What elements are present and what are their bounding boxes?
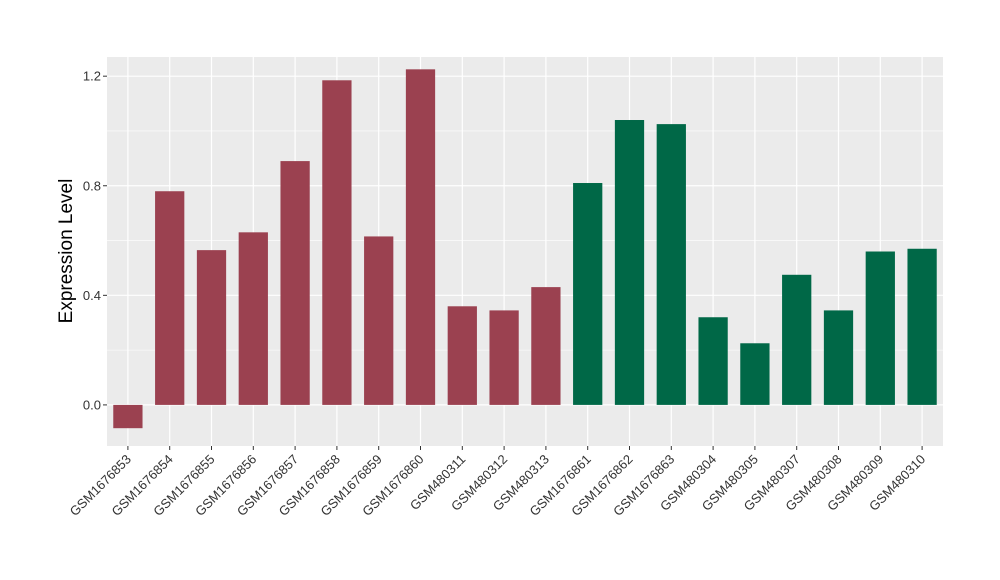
bar-GSM1676862 bbox=[614, 120, 645, 405]
bar-GSM1676860 bbox=[405, 69, 436, 405]
plot-panel bbox=[107, 57, 943, 446]
bar-GSM480313 bbox=[531, 287, 561, 405]
bars bbox=[113, 69, 937, 429]
bar-GSM1676854 bbox=[155, 191, 185, 405]
bar-GSM480307 bbox=[782, 274, 812, 405]
bar-GSM1676856 bbox=[238, 232, 268, 405]
y-tick-label: 0.8 bbox=[83, 178, 101, 193]
bar-GSM1676857 bbox=[280, 161, 310, 405]
bar-GSM480311 bbox=[447, 306, 477, 405]
y-axis-title: Expression Level bbox=[56, 179, 77, 324]
bar-GSM480304 bbox=[698, 317, 728, 405]
bar-GSM480310 bbox=[907, 248, 937, 405]
y-axis: 0.0 0.4 0.8 1.2 bbox=[83, 69, 107, 412]
bar-GSM1676863 bbox=[656, 124, 686, 405]
bar-GSM1676855 bbox=[196, 250, 227, 405]
bar-GSM480312 bbox=[489, 310, 519, 405]
bar-GSM480308 bbox=[823, 310, 854, 405]
y-tick-label: 0.0 bbox=[83, 397, 101, 412]
y-tick-label: 1.2 bbox=[83, 69, 101, 84]
bar-GSM1676859 bbox=[364, 236, 394, 405]
x-axis: GSM1676853GSM1676854GSM1676855GSM1676856… bbox=[67, 446, 928, 519]
bar-GSM1676858 bbox=[322, 80, 352, 405]
bar-GSM1676861 bbox=[573, 183, 603, 405]
bar-GSM480305 bbox=[740, 343, 770, 405]
y-tick-label: 0.4 bbox=[83, 288, 101, 303]
bar-GSM480309 bbox=[865, 251, 895, 405]
bar-GSM1676853 bbox=[113, 404, 143, 429]
